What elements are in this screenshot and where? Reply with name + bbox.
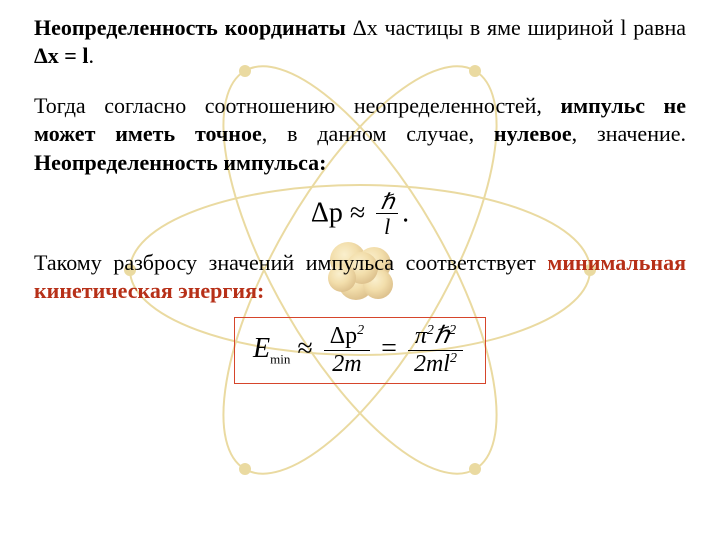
f1-num-sup: 2: [357, 323, 364, 338]
E: E: [253, 333, 270, 364]
slide-content: Неопределенность координаты Δx частицы в…: [0, 0, 720, 384]
f2-sup1: 2: [427, 323, 434, 338]
p1-tail: .: [88, 43, 94, 68]
paragraph-min-energy: Такому разбросу значений импульса соотве…: [34, 249, 686, 305]
formula-delta-p: Δp ≈ ℏ l .: [34, 191, 686, 239]
p2-d: нулевое: [494, 121, 572, 146]
p1-mid: Δx частицы в яме шириной l равна: [346, 15, 686, 40]
f2-den-a: 2ml: [414, 351, 450, 377]
dp-tail: .: [402, 197, 409, 228]
eq-sign: =: [374, 333, 404, 364]
p2-c: , в данном случае,: [262, 121, 494, 146]
approx: ≈: [290, 333, 319, 364]
p2-e: , значение.: [572, 121, 686, 146]
dp-den: l: [376, 214, 398, 239]
formula-emin-wrap: Emin ≈ Δp2 2m = π2ℏ2 2ml2: [34, 317, 686, 384]
p1-bold-intro: Неопределенность координаты: [34, 15, 346, 40]
formula-emin-box: Emin ≈ Δp2 2m = π2ℏ2 2ml2: [234, 317, 486, 384]
f1-num-a: Δp: [330, 323, 357, 349]
f1-den: 2m: [332, 351, 361, 377]
paragraph-coord-uncertainty: Неопределенность координаты Δx частицы в…: [34, 14, 686, 70]
p3-a: Такому разбросу значений импульса соотве…: [34, 250, 547, 275]
p2-a: Тогда согласно соотношению неопределенно…: [34, 93, 560, 118]
dp-num: ℏ: [376, 191, 398, 214]
paragraph-momentum-uncertainty: Тогда согласно соотношению неопределенно…: [34, 92, 686, 176]
p1-bold-eq: Δx = l: [34, 43, 88, 68]
f2-den-sup: 2: [450, 351, 457, 366]
p2-f: Неопределенность импульса:: [34, 150, 326, 175]
dp-left: Δp ≈: [311, 197, 365, 228]
f2-num-a: π: [415, 323, 427, 349]
f2-sup2: 2: [449, 323, 456, 338]
f2-num-b: ℏ: [434, 323, 449, 349]
E-sub: min: [270, 352, 290, 367]
